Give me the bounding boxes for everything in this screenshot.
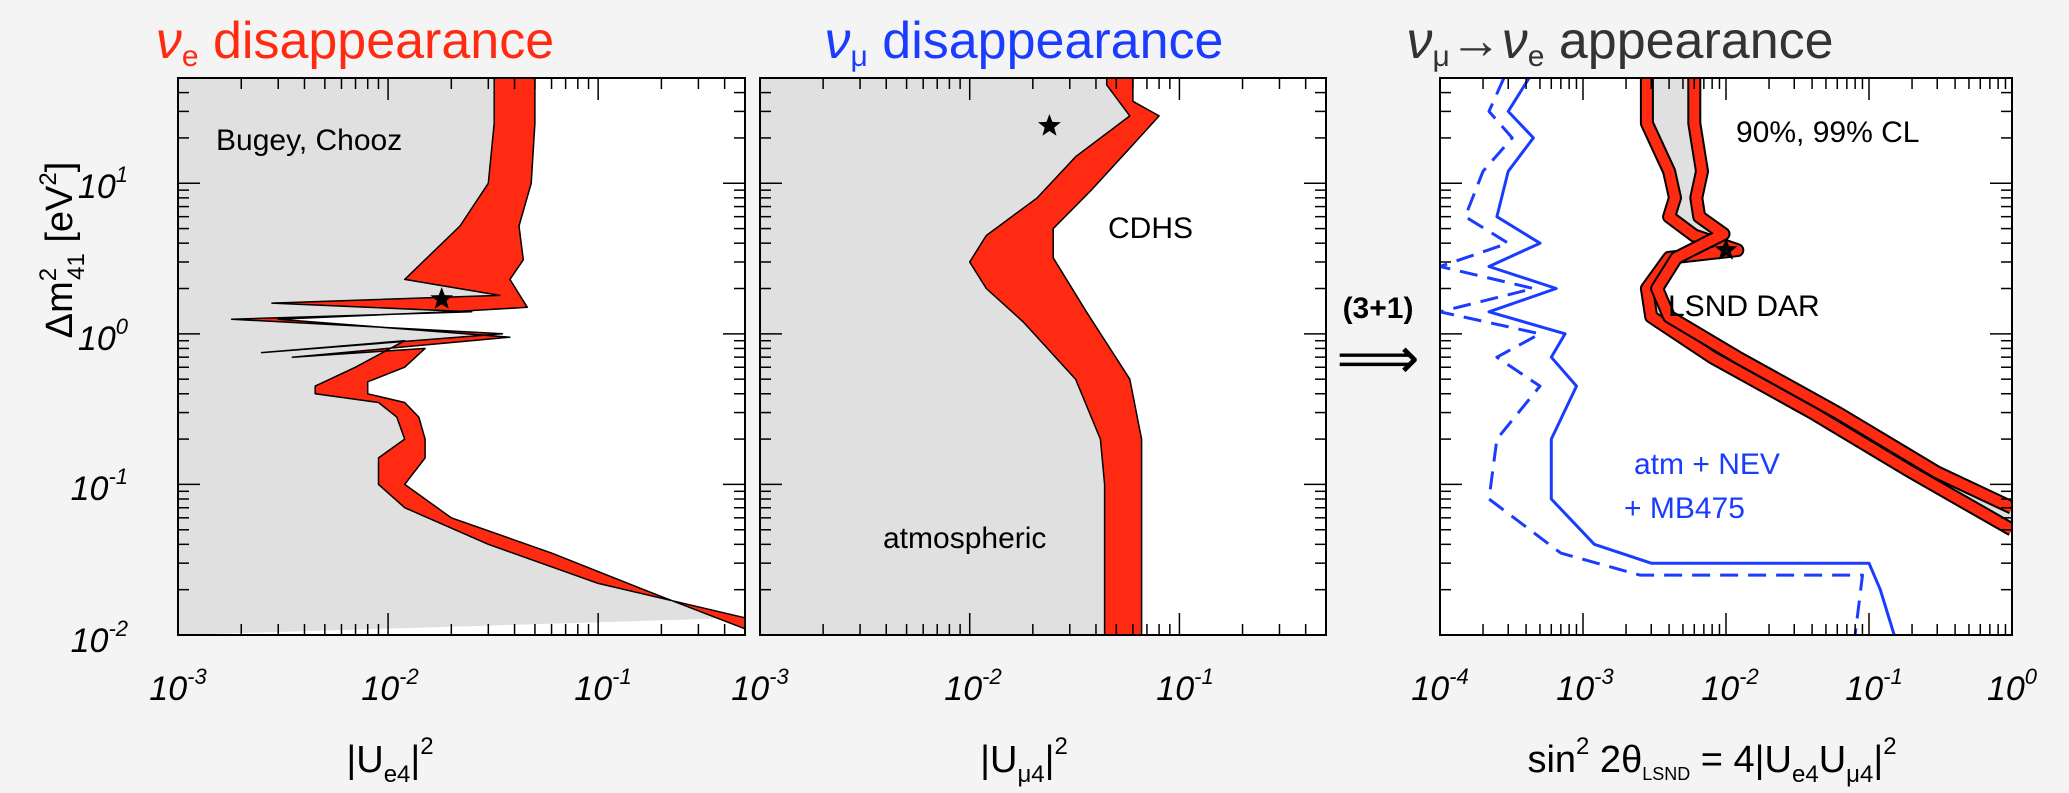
plot-frame	[759, 77, 1327, 636]
y-axis-label-main: Δm	[39, 281, 81, 338]
x-tick-label: 10-2	[944, 664, 1001, 708]
lsnd-allowed-region	[1646, 78, 2012, 530]
x-tick-label: 10-3	[1556, 664, 1614, 708]
best-fit-star-icon	[1038, 114, 1061, 136]
panel1-x-tick-labels: 10-3 10-2 10-1	[149, 664, 631, 708]
y-tick-label: 100	[78, 314, 129, 358]
panel3-title-nu2: ν	[1502, 12, 1528, 70]
y-axis-label: Δm241 [eV2]	[35, 162, 90, 339]
annotation-cl-levels: 90%, 99% CL	[1736, 116, 1919, 149]
panel2-title: νμ disappearance	[825, 12, 1224, 73]
x-tick-label: 10-1	[1156, 664, 1213, 708]
panel1-x-axis-label: |Ue4|2	[346, 733, 433, 788]
panel2-title-nu: ν	[825, 12, 851, 70]
annotation-bugey-chooz: Bugey, Chooz	[216, 124, 402, 157]
panel1-title-sub: e	[182, 40, 199, 73]
y-axis-label-unit: [eV	[39, 185, 81, 253]
panel2-x-tick-labels: 10-3 10-2 10-1	[731, 664, 1213, 708]
x-tick-label: 10-1	[574, 664, 631, 708]
x-tick-label: 10-1	[1845, 664, 1902, 708]
panel1-title-nu: ν	[156, 12, 182, 70]
arrow-label: (3+1)	[1343, 292, 1414, 325]
annotation-cdhs: CDHS	[1108, 212, 1193, 245]
panel2-title-sub: μ	[851, 40, 868, 73]
y-axis-label-sub: 41	[63, 253, 90, 280]
plot-frame	[177, 77, 746, 636]
annotation-lsnd-dar: LSND DAR	[1668, 290, 1820, 323]
y-tick-label: 101	[78, 162, 128, 206]
panel3-title: νμ→νe appearance	[1406, 12, 1833, 73]
y-axis-label-unit-sup: 2	[35, 172, 62, 185]
y-axis-label-close: ]	[39, 162, 81, 173]
implies-arrow-icon: ⟹	[1336, 324, 1419, 392]
panel-nue-disappearance	[177, 77, 746, 636]
best-fit-star-icon	[1714, 238, 1738, 260]
x-tick-label: 10-3	[731, 664, 789, 708]
y-axis-label-sup: 2	[35, 268, 62, 281]
x-tick-label: 10-2	[361, 664, 418, 708]
excluded-region-90cl	[760, 78, 1130, 635]
plot-frame	[1439, 77, 2013, 636]
panel2-title-text: disappearance	[868, 12, 1224, 70]
y-tick-labels: 101 100 10-1 10-2	[71, 162, 129, 660]
panel-numu-disappearance	[759, 77, 1327, 636]
y-tick-label: 10-2	[71, 616, 128, 660]
excluded-region-90cl	[178, 78, 745, 635]
best-fit-star-icon	[430, 287, 454, 309]
x-tick-label: 10-4	[1411, 664, 1468, 708]
x-tick-label: 10-2	[1701, 664, 1758, 708]
panel3-plot-content	[1440, 78, 2012, 635]
lsnd-90cl-contour	[1641, 78, 2012, 535]
panel1-title-text: disappearance	[199, 12, 555, 70]
panel3-title-nu1: ν	[1406, 12, 1432, 70]
limit-line-solid	[1487, 78, 1896, 635]
annotation-mb475: + MB475	[1624, 492, 1745, 525]
x-tick-label: 100	[1987, 664, 2038, 708]
panel-appearance	[1439, 77, 2013, 636]
panel1-title: νe disappearance	[156, 12, 554, 73]
panel3-title-text: appearance	[1544, 12, 1833, 70]
panel2-x-axis-label: |Uμ4|2	[980, 733, 1068, 788]
annotation-atmospheric: atmospheric	[883, 522, 1046, 555]
panel3-title-sub1: μ	[1432, 40, 1449, 73]
panel3-title-arrow: →	[1450, 12, 1502, 70]
y-tick-label: 10-1	[71, 464, 128, 508]
annotation-atm-nev: atm + NEV	[1634, 448, 1780, 481]
panel3-x-tick-labels: 10-4 10-3 10-2 10-1 100	[1411, 664, 2037, 708]
panel3-x-axis-label: sin2 2θLSND = 4|Ue4Uμ4|2	[1527, 733, 1896, 788]
x-tick-label: 10-3	[149, 664, 207, 708]
lsnd-99cl-contour	[1652, 78, 2012, 513]
panel3-title-sub2: e	[1528, 40, 1545, 73]
